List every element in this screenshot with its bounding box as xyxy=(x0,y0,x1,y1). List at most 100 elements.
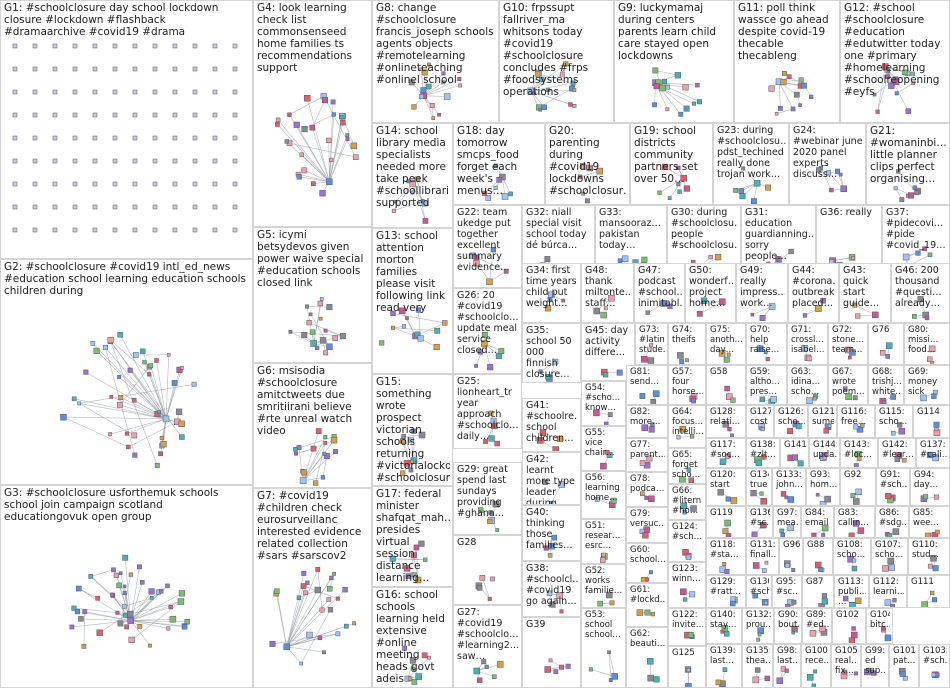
group-cell-g87[interactable]: G87 xyxy=(802,575,834,608)
group-cell-g49[interactable]: G49: really impress… work… xyxy=(736,263,788,323)
group-cell-g130[interactable]: G130: #sch… xyxy=(746,575,772,608)
group-cell-g9[interactable]: G9: luckymamaj during centers parents le… xyxy=(614,0,734,123)
group-cell-g51[interactable]: G51: resear… esrc… xyxy=(581,519,626,564)
group-cell-g46[interactable]: G46: 200 thousand #questi… already… xyxy=(891,263,950,323)
group-cell-g64[interactable]: G64: focus… intelli… xyxy=(668,405,706,448)
group-cell-g39[interactable]: G39 xyxy=(522,617,581,688)
group-cell-g25[interactable]: G25: lionheart_tr year approach #schoolc… xyxy=(453,374,522,449)
group-cell-g131[interactable]: G131: finall… xyxy=(746,538,779,575)
group-cell-g140[interactable]: G140: stay… xyxy=(706,608,742,644)
group-cell-g104[interactable]: G104: bitc… xyxy=(866,608,893,644)
group-cell-g23[interactable]: G23: during #schoolclosu… pdst_techined … xyxy=(713,123,789,205)
group-cell-g133[interactable]: G133: john… xyxy=(772,468,806,506)
group-cell-g63[interactable]: G63: idina… scho… xyxy=(787,365,828,405)
group-cell-g129[interactable]: G129: #ratt… xyxy=(706,575,746,608)
group-cell-g7[interactable]: G7: #covid19 #children check eurosurveil… xyxy=(253,488,372,688)
group-cell-g114[interactable]: G114 xyxy=(913,405,950,438)
group-cell-g3[interactable]: G3: #schoolclosure usforthemuk schools s… xyxy=(0,485,253,688)
group-cell-g100[interactable]: G100: rece… xyxy=(801,644,831,688)
group-cell-g21[interactable]: G21: #womaninbi… little planner clips pe… xyxy=(866,123,950,205)
group-cell-g108[interactable]: G108: scho… xyxy=(833,538,871,575)
group-cell-g122[interactable]: G122: invite… xyxy=(668,608,706,646)
group-cell-g80[interactable]: G80: missi… food… xyxy=(904,323,950,365)
group-cell-g95[interactable]: G95: #sc… xyxy=(772,575,802,608)
group-cell-g127[interactable]: G127: cost xyxy=(746,405,774,438)
group-cell-g62[interactable]: G62: beauti… xyxy=(626,627,668,688)
group-cell-g2[interactable]: G2: #schoolclosure #covid19 intl_ed_news… xyxy=(0,259,253,485)
group-cell-g143[interactable]: G143: #loc… xyxy=(840,438,878,468)
group-cell-g86[interactable]: G86: #sdg… xyxy=(875,506,909,538)
group-cell-g85[interactable]: G85: wee… xyxy=(909,506,950,538)
group-cell-g99[interactable]: G99: ed sup… xyxy=(861,644,889,688)
group-cell-g115[interactable]: G115: scho… xyxy=(875,405,913,438)
group-cell-g57[interactable]: G57: four horse… xyxy=(668,365,706,405)
group-cell-g74[interactable]: G74: theifs xyxy=(668,323,706,365)
group-cell-g19[interactable]: G19: school districts community partners… xyxy=(630,123,713,205)
group-cell-g119[interactable]: G119 xyxy=(706,506,746,538)
group-cell-g141[interactable]: G141 xyxy=(780,438,809,468)
group-cell-g101[interactable]: G101: pat… xyxy=(889,644,919,688)
group-cell-g72[interactable]: G72: stone… team… xyxy=(828,323,868,365)
group-cell-g144[interactable]: G144: upda… xyxy=(809,438,840,468)
group-cell-g88[interactable]: G88 xyxy=(803,538,833,575)
group-cell-g70[interactable]: G70: help raise… xyxy=(746,323,787,365)
group-cell-g42[interactable]: G42: learnt more type leader during… xyxy=(522,452,581,505)
group-cell-g135[interactable]: G135: thea… xyxy=(742,644,773,688)
group-cell-g34[interactable]: G34: first time years child put weight… xyxy=(522,263,581,323)
group-cell-g121[interactable]: G121: sume… xyxy=(808,405,837,438)
group-cell-g67[interactable]: G67: wrote poem… xyxy=(828,365,868,405)
group-cell-g4[interactable]: G4: look learning check list commonsense… xyxy=(253,0,372,227)
group-cell-g77[interactable]: G77: parent… xyxy=(626,438,668,472)
group-cell-g20[interactable]: G20: parenting during #covid19 lockdowns… xyxy=(545,123,630,205)
group-cell-g48[interactable]: G48: thank miltonte… staff… xyxy=(581,263,634,323)
group-cell-g125[interactable]: G125 xyxy=(668,646,706,688)
group-cell-g53[interactable]: G53: school school… xyxy=(581,608,626,688)
group-cell-g110[interactable]: G110: stud… xyxy=(908,538,950,575)
group-cell-g113[interactable]: G113: publi… … xyxy=(834,575,869,608)
group-cell-g93[interactable]: G93: hom… xyxy=(806,468,840,506)
group-cell-g107[interactable]: G107: scho… xyxy=(871,538,908,575)
group-cell-g59[interactable]: G59: altho… pres… xyxy=(746,365,787,405)
group-cell-g18[interactable]: G18: day tomorrow smcps_food forget each… xyxy=(453,123,545,205)
group-cell-g91[interactable]: G91: #sch… xyxy=(876,468,910,506)
group-cell-g47[interactable]: G47: podcast #school… inimitabl… xyxy=(634,263,685,323)
group-cell-g50[interactable]: G50: wonderf… project home… xyxy=(685,263,736,323)
group-cell-g83[interactable]: G83: callin… xyxy=(834,506,875,538)
group-cell-g111[interactable]: G111 xyxy=(907,575,950,608)
group-cell-g79[interactable]: G79: versuc… xyxy=(626,507,668,543)
group-cell-g65[interactable]: G65: forget scho… xyxy=(668,448,706,484)
group-cell-g96[interactable]: G96 xyxy=(779,538,803,575)
group-cell-g60[interactable]: G60: school… xyxy=(626,543,668,583)
group-cell-g24[interactable]: G24: #webinar june 2020 panel experts di… xyxy=(789,123,866,205)
group-cell-g116[interactable]: G116: free… xyxy=(837,405,875,438)
group-cell-g94[interactable]: G94: day… xyxy=(910,468,950,506)
group-cell-g126[interactable]: G126: scho… xyxy=(774,405,808,438)
group-cell-g38[interactable]: G38: #schoolcl… #covid19 go again… xyxy=(522,561,581,617)
group-cell-g90[interactable]: G90: bout… xyxy=(774,608,802,644)
group-cell-g13[interactable]: G13: school attention morton families pl… xyxy=(372,228,453,374)
group-cell-g134[interactable]: G134: true xyxy=(746,468,772,506)
group-cell-g16[interactable]: G16: school schools learning held extens… xyxy=(372,587,453,688)
group-cell-g61[interactable]: G61: #lockd… xyxy=(626,583,668,627)
group-cell-g14[interactable]: G14: school library media specialists ne… xyxy=(372,123,453,228)
group-cell-g55[interactable]: G55: vice chair… xyxy=(581,426,626,471)
group-cell-g82[interactable]: G82: more… xyxy=(626,405,668,438)
group-cell-g81[interactable]: G81: send… xyxy=(626,365,668,405)
group-cell-g28[interactable]: G28 xyxy=(453,535,522,605)
group-cell-g128[interactable]: G128: relati… xyxy=(706,405,746,438)
group-cell-g56[interactable]: G56: learning home… xyxy=(581,471,626,519)
group-cell-g76[interactable]: G76 xyxy=(868,323,904,365)
group-cell-g40[interactable]: G40: thinking those families… xyxy=(522,505,581,561)
group-cell-g10[interactable]: G10: frpssupt fallriver_ma whitsons toda… xyxy=(499,0,614,123)
group-cell-g84[interactable]: G84: email xyxy=(801,506,834,538)
group-cell-g15[interactable]: G15: something wrote prospect victorian … xyxy=(372,374,453,486)
group-cell-g117[interactable]: G117: #soc… xyxy=(706,438,746,468)
group-cell-g124[interactable]: G124: #sch… xyxy=(668,520,706,562)
group-cell-g120[interactable]: G120: start xyxy=(706,468,746,506)
group-cell-g35[interactable]: G35: school 50 000 finnish closure… xyxy=(522,323,581,383)
group-cell-g92[interactable]: G92 xyxy=(840,468,876,506)
group-cell-g52[interactable]: G52: works familie… xyxy=(581,564,626,608)
group-cell-g123[interactable]: G123: winn… xyxy=(668,562,706,608)
group-cell-g6[interactable]: G6: msisodia #schoolclosure amitctweets … xyxy=(253,363,372,488)
group-cell-g89[interactable]: G89: #ed… xyxy=(802,608,832,644)
